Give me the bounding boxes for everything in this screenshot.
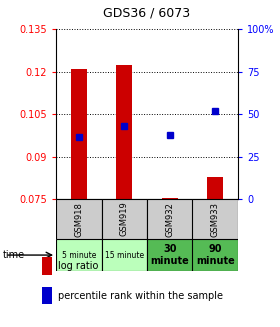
Bar xyxy=(101,239,147,271)
Bar xyxy=(207,177,223,199)
Text: GDS36 / 6073: GDS36 / 6073 xyxy=(103,7,191,20)
Text: time: time xyxy=(3,250,25,260)
Bar xyxy=(56,239,101,271)
Text: GSM918: GSM918 xyxy=(74,202,83,236)
Text: GSM933: GSM933 xyxy=(211,201,220,237)
Text: log ratio: log ratio xyxy=(58,261,98,271)
Text: 5 minute: 5 minute xyxy=(62,250,96,260)
Text: GSM919: GSM919 xyxy=(120,202,129,236)
Text: percentile rank within the sample: percentile rank within the sample xyxy=(58,291,223,301)
Bar xyxy=(101,199,147,239)
Bar xyxy=(56,199,101,239)
Bar xyxy=(162,198,178,199)
Bar xyxy=(147,239,193,271)
Bar xyxy=(192,199,238,239)
Bar xyxy=(42,287,52,304)
Bar xyxy=(192,239,238,271)
Text: 90
minute: 90 minute xyxy=(196,244,235,266)
Bar xyxy=(147,199,193,239)
Bar xyxy=(116,65,132,199)
Text: GSM932: GSM932 xyxy=(165,202,174,236)
Text: 15 minute: 15 minute xyxy=(105,250,144,260)
Text: 30
minute: 30 minute xyxy=(150,244,189,266)
Bar xyxy=(42,257,52,275)
Bar xyxy=(71,69,87,199)
